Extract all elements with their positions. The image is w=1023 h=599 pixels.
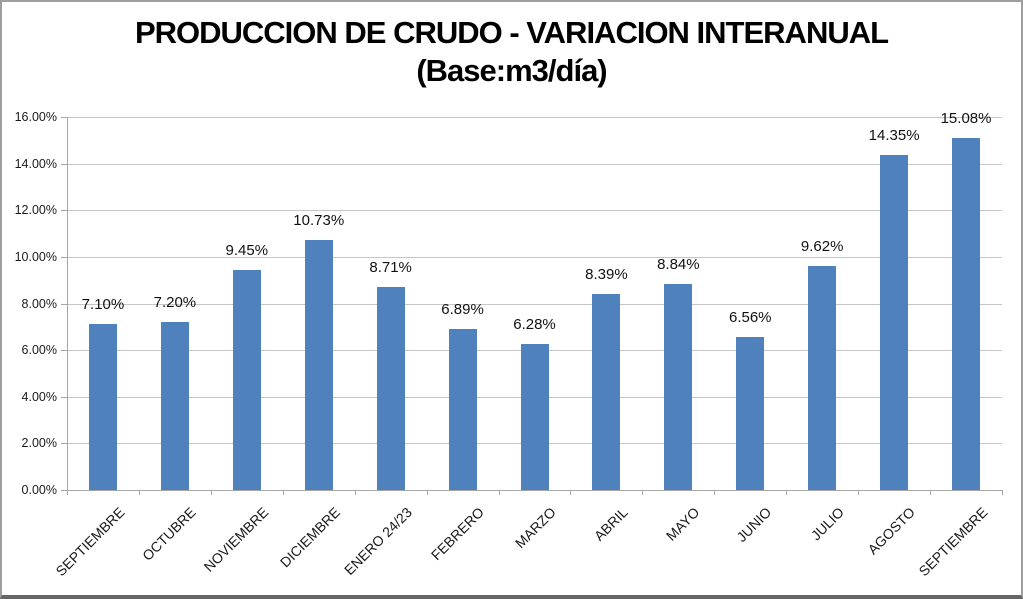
y-axis-tick: [61, 117, 67, 118]
y-axis-tick: [61, 163, 67, 165]
bar: [952, 138, 981, 490]
bar: [448, 329, 477, 490]
y-axis-tick-label: 4.00%: [21, 389, 57, 404]
y-axis-tick: [61, 350, 67, 352]
bar: [592, 294, 621, 490]
x-category-label: SEPTIEMBRE: [52, 504, 128, 580]
bar: [88, 324, 117, 490]
x-axis-tick: [858, 490, 860, 495]
y-axis-line: [67, 117, 68, 490]
bar-value-label: 8.84%: [657, 255, 700, 273]
y-axis-tick: [61, 396, 67, 398]
bar-value-label: 6.89%: [441, 301, 484, 319]
bar-value-label: 7.10%: [81, 296, 125, 314]
x-axis-tick: [498, 490, 500, 495]
x-category-label: JULIO: [807, 504, 847, 544]
y-gridline: [67, 210, 1002, 212]
y-gridline: [67, 303, 1002, 305]
bar: [736, 337, 765, 490]
y-axis-tick-label: 6.00%: [21, 343, 57, 358]
chart-subtitle: (Base:m3/día): [416, 53, 607, 88]
bar-value-label: 8.39%: [585, 266, 628, 284]
x-category-label: ENERO 24/23: [340, 504, 415, 579]
y-axis-tick-label: 16.00%: [14, 110, 57, 124]
x-axis-tick: [67, 490, 68, 495]
bar: [520, 343, 549, 490]
y-axis-tick: [61, 303, 67, 305]
x-axis-tick: [642, 490, 644, 495]
y-axis-tick: [61, 256, 67, 258]
y-axis-tick: [61, 443, 67, 445]
x-axis-tick: [570, 490, 572, 495]
x-axis-tick: [930, 490, 932, 495]
y-gridline: [67, 256, 1002, 258]
bar-value-label: 9.45%: [225, 241, 269, 259]
bar: [376, 286, 405, 490]
x-category-label: AGOSTO: [864, 504, 919, 558]
x-axis-tick: [1002, 490, 1003, 495]
x-category-label: ABRIL: [590, 504, 631, 544]
x-axis-tick: [354, 490, 356, 495]
y-gridline: [67, 117, 1002, 118]
x-category-label: DICIEMBRE: [276, 504, 344, 571]
x-axis-tick: [714, 490, 716, 495]
y-axis-tick-label: 14.00%: [14, 156, 57, 171]
x-axis-line: [67, 490, 1003, 491]
y-axis-tick-label: 2.00%: [21, 436, 57, 451]
y-axis-tick: [61, 490, 67, 491]
x-axis-tick: [786, 490, 788, 495]
x-category-label: OCTUBRE: [139, 504, 200, 564]
x-category-label: JUNIO: [733, 504, 775, 546]
bar: [808, 265, 837, 490]
chart-title-block: PRODUCCION DE CRUDO - VARIACION INTERANU…: [2, 14, 1021, 90]
chart-title: PRODUCCION DE CRUDO - VARIACION INTERANU…: [134, 15, 889, 50]
bar-value-label: 15.08%: [940, 110, 992, 128]
y-axis-tick-label: 12.00%: [14, 203, 57, 218]
bar: [880, 155, 909, 490]
y-axis-tick-label: 8.00%: [21, 296, 57, 311]
x-category-label: NOVIEMBRE: [200, 504, 272, 575]
bar-value-label: 10.73%: [293, 211, 345, 229]
bar-value-label: 7.20%: [153, 294, 197, 312]
bar-value-label: 8.71%: [369, 258, 412, 276]
y-gridline: [67, 163, 1002, 165]
x-axis-tick: [210, 490, 212, 495]
x-category-label: MAYO: [662, 504, 703, 544]
bar: [304, 239, 333, 490]
x-axis-tick: [282, 490, 284, 495]
y-axis-tick: [61, 210, 67, 212]
y-axis-tick-label: 0.00%: [21, 483, 57, 497]
x-axis-tick: [138, 490, 140, 495]
x-axis-tick: [426, 490, 428, 495]
bar: [160, 322, 189, 490]
x-category-label: SEPTIEMBRE: [915, 504, 991, 580]
bar: [232, 269, 261, 490]
bar-value-label: 9.62%: [800, 237, 844, 255]
bar-value-label: 6.56%: [728, 309, 772, 327]
x-category-label: FEBRERO: [427, 504, 487, 564]
y-axis-tick-label: 10.00%: [14, 249, 57, 264]
bar-value-label: 14.35%: [868, 127, 920, 145]
bar: [664, 283, 693, 490]
bar-value-label: 6.28%: [513, 315, 556, 333]
x-category-label: MARZO: [511, 504, 559, 552]
